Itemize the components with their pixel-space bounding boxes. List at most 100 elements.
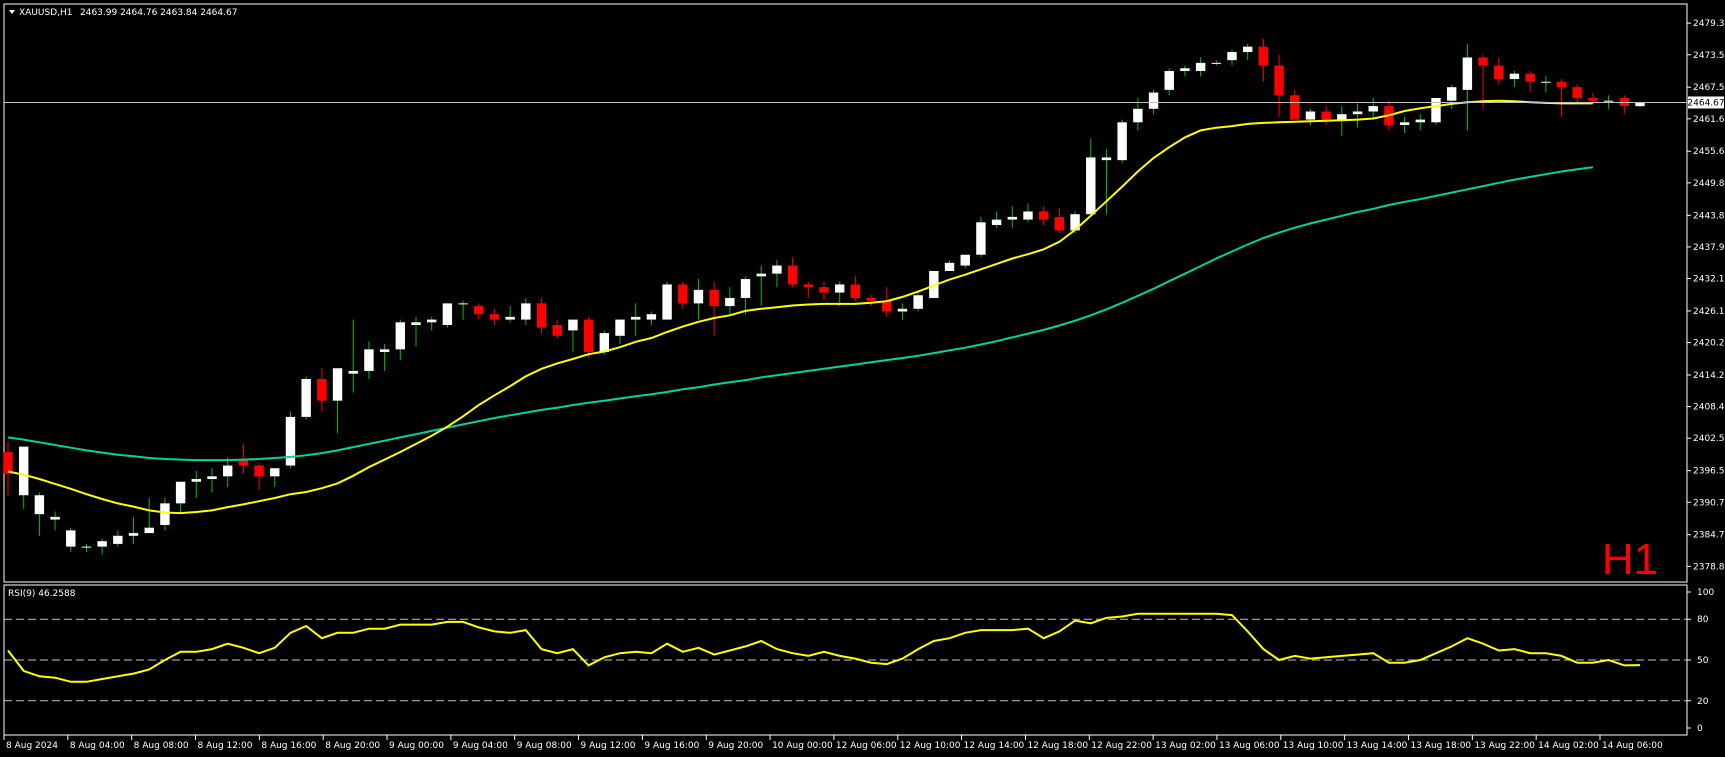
- price-tick-label: 2390.70: [1693, 498, 1725, 508]
- candle-body: [505, 316, 515, 320]
- ohlc-label: 2463.99 2464.76 2463.84 2464.67: [80, 8, 237, 18]
- time-tick-label: 12 Aug 14:00: [964, 741, 1025, 751]
- candle: [379, 343, 390, 371]
- candle-body: [379, 349, 390, 353]
- candle: [772, 260, 782, 288]
- candle: [1133, 97, 1143, 131]
- candle: [1258, 38, 1269, 82]
- candle: [426, 316, 437, 331]
- candle-body: [803, 284, 814, 288]
- candle: [725, 287, 735, 315]
- candle: [505, 306, 515, 323]
- candle: [834, 281, 845, 307]
- time-tick-label: 13 Aug 14:00: [1347, 741, 1408, 751]
- candle-body: [426, 319, 437, 323]
- candle-body: [583, 319, 594, 353]
- candle: [207, 468, 217, 493]
- candle: [222, 457, 233, 488]
- candle: [1541, 76, 1551, 93]
- candle-body: [1086, 157, 1096, 215]
- candle-body: [1038, 211, 1049, 220]
- candle-body: [1274, 65, 1284, 96]
- candle-body: [18, 446, 29, 496]
- candle: [1227, 49, 1237, 66]
- candle: [66, 527, 76, 553]
- candle-body: [897, 308, 908, 312]
- candle-body: [1211, 62, 1222, 64]
- candle-body: [160, 503, 170, 525]
- candle-body: [882, 300, 892, 312]
- candle: [1242, 43, 1253, 61]
- price-tick-label: 2426.10: [1693, 307, 1725, 317]
- candle-body: [458, 303, 468, 305]
- candle-body: [1101, 157, 1112, 161]
- time-tick-label: 9 Aug 00:00: [389, 741, 444, 751]
- candle: [1211, 60, 1222, 66]
- candle-body: [1415, 119, 1426, 123]
- candle: [976, 216, 986, 258]
- candle: [317, 368, 327, 412]
- candle-body: [944, 262, 955, 271]
- candle-body: [191, 479, 202, 482]
- time-tick-label: 12 Aug 18:00: [1027, 741, 1088, 751]
- price-tick-label: 2384.70: [1693, 531, 1725, 541]
- chart-menu-triangle-icon[interactable]: [9, 10, 15, 14]
- candle-body: [50, 516, 60, 520]
- rsi-tick-label: 20: [1697, 697, 1709, 707]
- candle-body: [740, 279, 751, 298]
- candle-body: [772, 265, 782, 274]
- current-price-tag-bg: [1688, 96, 1724, 109]
- timeframe-label: H1: [1602, 535, 1658, 584]
- candle: [1038, 206, 1049, 226]
- candle-body: [348, 370, 358, 374]
- candle: [1368, 97, 1378, 120]
- candle-body: [693, 289, 704, 304]
- candle: [113, 530, 123, 547]
- price-tick-label: 2378.85: [1693, 562, 1725, 572]
- time-tick-label: 13 Aug 22:00: [1474, 741, 1535, 751]
- candle: [1195, 57, 1206, 77]
- candle-body: [960, 254, 970, 266]
- time-tick-label: 9 Aug 08:00: [517, 741, 572, 751]
- candle-body: [332, 368, 343, 401]
- candle: [1462, 43, 1473, 131]
- time-tick-label: 8 Aug 2024: [6, 741, 58, 751]
- candle-body: [834, 284, 845, 293]
- candle: [1117, 119, 1127, 163]
- candle: [1415, 114, 1426, 131]
- candle: [803, 281, 814, 298]
- candle-body: [238, 460, 249, 466]
- rsi-tick-label: 100: [1697, 588, 1714, 598]
- rsi-tick-label: 50: [1697, 656, 1709, 666]
- candle: [458, 300, 468, 320]
- candle-body: [301, 379, 311, 417]
- current-price-value: 2464.67: [1687, 98, 1724, 108]
- symbol-label: XAUUSD,H1: [19, 8, 73, 18]
- candle-body: [1133, 108, 1143, 123]
- time-tick-label: 13 Aug 06:00: [1219, 741, 1280, 751]
- candle: [630, 303, 641, 336]
- candle-body: [756, 273, 766, 277]
- candle: [866, 295, 876, 307]
- candle: [1525, 70, 1535, 93]
- candle: [270, 468, 280, 488]
- candle: [191, 470, 202, 498]
- candle: [160, 497, 170, 531]
- candle-body: [3, 452, 13, 474]
- time-tick-label: 13 Aug 18:00: [1410, 741, 1471, 751]
- price-tick-label: 2449.80: [1693, 179, 1725, 189]
- price-pane-frame[interactable]: [3, 3, 1688, 583]
- candle-body: [270, 468, 280, 477]
- candle: [756, 265, 766, 307]
- candle: [1588, 92, 1598, 104]
- candle-body: [81, 546, 92, 548]
- candle: [411, 316, 421, 347]
- time-tick-label: 14 Aug 06:00: [1602, 741, 1663, 751]
- candle-body: [128, 533, 139, 536]
- candle: [693, 279, 704, 320]
- time-tick-label: 9 Aug 16:00: [644, 741, 699, 751]
- price-tick-label: 2432.10: [1693, 275, 1725, 285]
- candle-body: [819, 287, 829, 293]
- candle: [646, 311, 657, 325]
